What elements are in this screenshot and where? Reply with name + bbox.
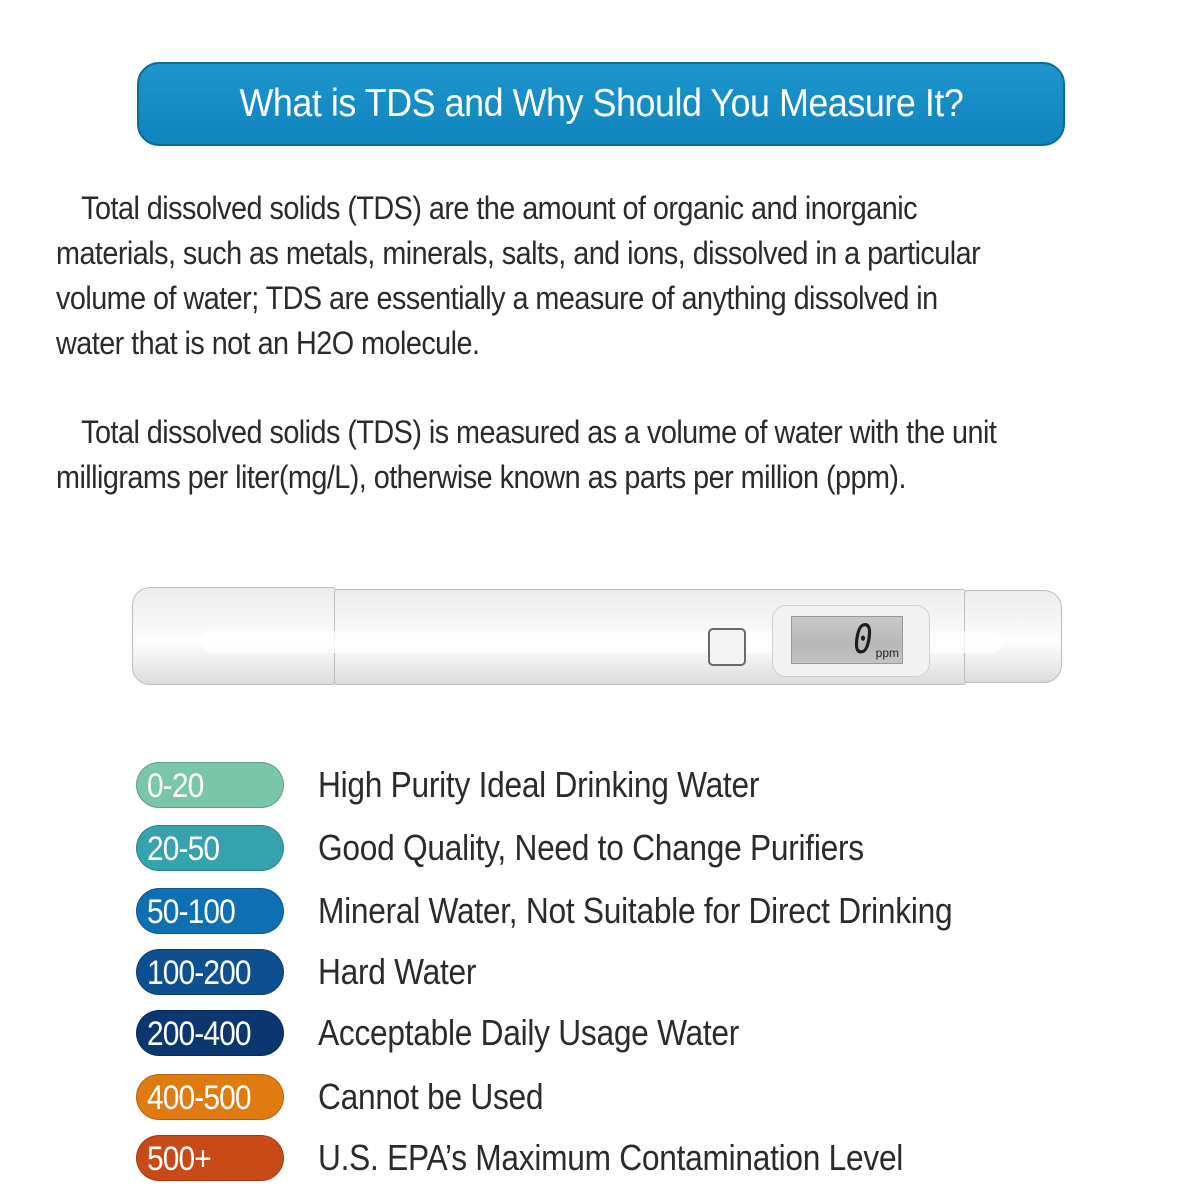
paragraph-line: water that is not an H2O molecule. xyxy=(56,325,480,361)
range-description: Acceptable Daily Usage Water xyxy=(318,1012,740,1053)
legend-row: 400-500 Cannot be Used xyxy=(136,1074,544,1120)
legend-row: 0-20 High Purity Ideal Drinking Water xyxy=(136,762,759,808)
legend-row: 100-200 Hard Water xyxy=(136,949,476,995)
display-bezel: 0 ppm xyxy=(772,605,930,677)
paragraph-line: milligrams per liter(mg/L), otherwise kn… xyxy=(56,459,906,495)
tds-definition-paragraph: Total dissolved solids (TDS) are the amo… xyxy=(56,186,1176,366)
range-description: High Purity Ideal Drinking Water xyxy=(318,764,760,805)
range-badge: 400-500 xyxy=(136,1074,284,1120)
legend-row: 20-50 Good Quality, Need to Change Purif… xyxy=(136,825,864,871)
range-badge: 50-100 xyxy=(136,888,284,934)
paragraph-line: volume of water; TDS are essentially a m… xyxy=(56,280,938,316)
title-banner: What is TDS and Why Should You Measure I… xyxy=(137,62,1065,146)
range-label: 500+ xyxy=(147,1140,212,1178)
tds-unit-paragraph: Total dissolved solids (TDS) is measured… xyxy=(56,410,1176,500)
range-badge: 20-50 xyxy=(136,825,284,871)
range-label: 200-400 xyxy=(147,1015,252,1053)
tds-meter-pen: 0 ppm xyxy=(132,587,1062,685)
range-description: Mineral Water, Not Suitable for Direct D… xyxy=(318,890,953,931)
range-label: 0-20 xyxy=(147,767,204,805)
lcd-display: 0 ppm xyxy=(791,616,903,664)
range-description: U.S. EPA’s Maximum Contamination Level xyxy=(318,1137,904,1178)
range-badge: 100-200 xyxy=(136,949,284,995)
range-label: 20-50 xyxy=(147,830,220,868)
page-title: What is TDS and Why Should You Measure I… xyxy=(239,82,963,125)
legend-row: 50-100 Mineral Water, Not Suitable for D… xyxy=(136,888,953,934)
power-button-icon xyxy=(708,628,746,666)
legend-row: 200-400 Acceptable Daily Usage Water xyxy=(136,1010,739,1056)
paragraph-line: Total dissolved solids (TDS) is measured… xyxy=(81,414,997,450)
legend-row: 500+ U.S. EPA’s Maximum Contamination Le… xyxy=(136,1135,903,1181)
range-label: 400-500 xyxy=(147,1079,252,1117)
range-badge: 200-400 xyxy=(136,1010,284,1056)
range-description: Hard Water xyxy=(318,951,477,992)
paragraph-line: materials, such as metals, minerals, sal… xyxy=(56,235,981,271)
lcd-unit: ppm xyxy=(875,646,899,660)
range-description: Good Quality, Need to Change Purifiers xyxy=(318,827,864,868)
lcd-value: 0 xyxy=(852,617,873,663)
range-badge: 500+ xyxy=(136,1135,284,1181)
paragraph-line: Total dissolved solids (TDS) are the amo… xyxy=(81,190,917,226)
range-label: 100-200 xyxy=(147,954,252,992)
range-description: Cannot be Used xyxy=(318,1076,544,1117)
range-badge: 0-20 xyxy=(136,762,284,808)
range-label: 50-100 xyxy=(147,893,236,931)
